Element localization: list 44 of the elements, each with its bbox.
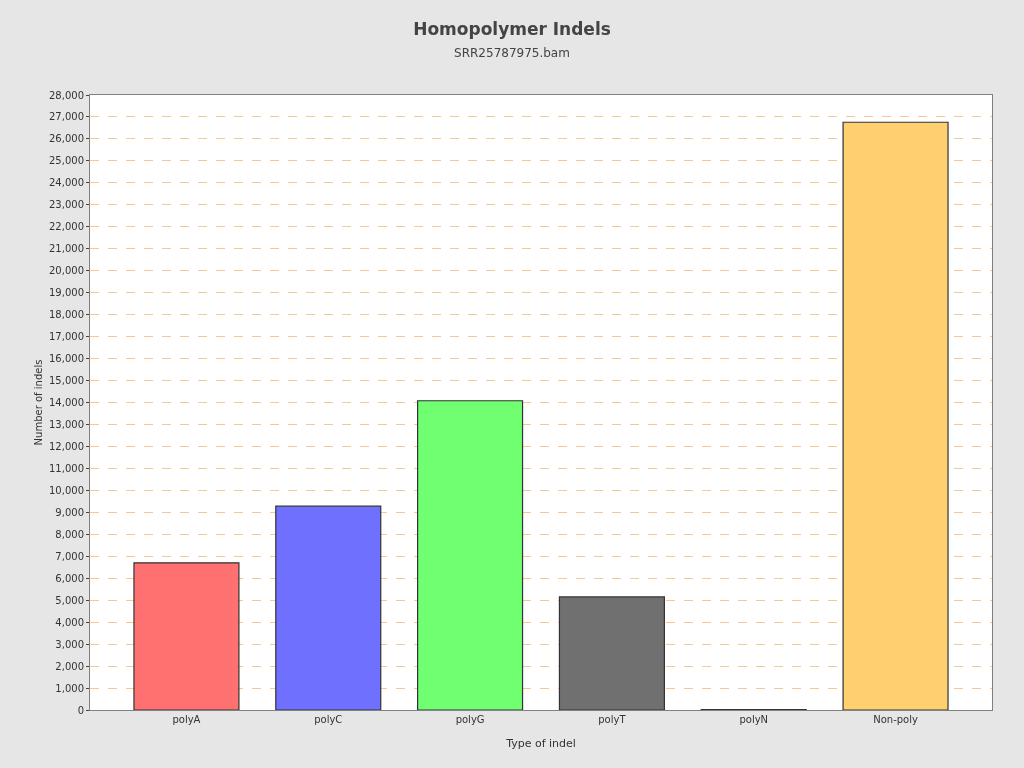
y-tick-label: 24,000 (49, 177, 84, 189)
x-tick-label: polyC (314, 714, 343, 725)
y-tick-label: 14,000 (49, 397, 84, 408)
y-tick-label: 9,000 (55, 506, 84, 518)
y-tick-label: 12,000 (49, 440, 84, 452)
x-tick-label: polyN (739, 714, 769, 725)
y-tick-label: 16,000 (49, 353, 84, 365)
bar (558, 596, 665, 710)
bar (842, 121, 949, 710)
chart-subtitle: SRR25787975.bam (454, 45, 570, 60)
y-tick-label: 0 (77, 704, 84, 716)
y-tick-label: 19,000 (49, 287, 84, 299)
x-tick-label: polyT (598, 714, 627, 725)
x-axis-title: Type of indel (505, 737, 576, 751)
x-tick-label: polyA (172, 714, 201, 725)
y-tick-label: 27,000 (49, 111, 84, 123)
y-tick-label: 6,000 (55, 572, 84, 584)
y-tick-label: 20,000 (49, 265, 84, 277)
y-tick-label: 28,000 (49, 89, 84, 101)
bar (275, 505, 382, 710)
y-tick-label: 7,000 (55, 550, 84, 562)
y-tick-label: 25,000 (49, 155, 84, 167)
y-axis-title: Number of indels (33, 359, 44, 446)
y-tick-label: 18,000 (49, 309, 84, 321)
y-tick-label: 11,000 (49, 462, 84, 474)
x-tick-label: Non-poly (873, 714, 918, 725)
bar (133, 562, 240, 710)
y-tick-label: 15,000 (49, 375, 84, 387)
x-tick-label: polyG (455, 714, 485, 725)
y-tick-label: 26,000 (49, 133, 84, 145)
y-tick-label: 10,000 (49, 484, 84, 496)
y-tick-label: 5,000 (55, 594, 84, 606)
y-tick-label: 17,000 (49, 331, 84, 343)
y-tick-label: 1,000 (55, 682, 84, 694)
y-tick-label: 3,000 (55, 638, 84, 650)
y-tick-label: 4,000 (55, 616, 84, 628)
y-tick-label: 22,000 (49, 221, 84, 233)
chart-title: Homopolymer Indels (413, 18, 611, 39)
y-tick-label: 23,000 (49, 199, 84, 211)
y-tick-label: 2,000 (55, 660, 84, 672)
y-tick-label: 8,000 (55, 528, 84, 540)
y-tick-label: 13,000 (49, 418, 84, 430)
bar (417, 400, 524, 710)
y-tick-label: 21,000 (49, 243, 84, 255)
